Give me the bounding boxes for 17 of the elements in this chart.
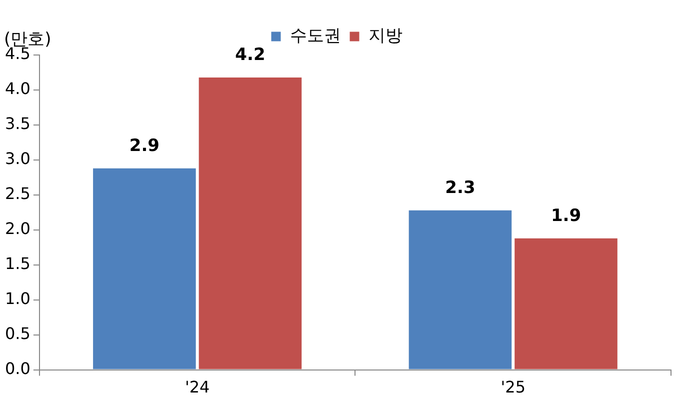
y-tick-label: 0.5	[4, 324, 30, 343]
data-label: 2.3	[445, 178, 476, 198]
y-tick-label: 2.5	[4, 184, 30, 204]
y-tick-label: 1.0	[4, 289, 30, 308]
x-tick-label: '24	[184, 378, 210, 397]
y-tick-label: 3.5	[4, 114, 30, 134]
y-tick-label: 3.0	[4, 149, 30, 168]
y-tick-label: 1.5	[4, 254, 30, 274]
y-tick-label: 0.0	[4, 358, 30, 378]
data-label: 2.9	[129, 136, 160, 156]
y-tick-label: 2.0	[4, 219, 30, 238]
data-label: 1.9	[550, 206, 582, 226]
legend-label: 지방	[368, 26, 402, 46]
data-label: 4.2	[235, 44, 266, 65]
y-tick-label: 4.0	[4, 79, 30, 98]
legend-label: 수도권	[290, 26, 341, 46]
x-tick-label: '25	[500, 378, 526, 397]
